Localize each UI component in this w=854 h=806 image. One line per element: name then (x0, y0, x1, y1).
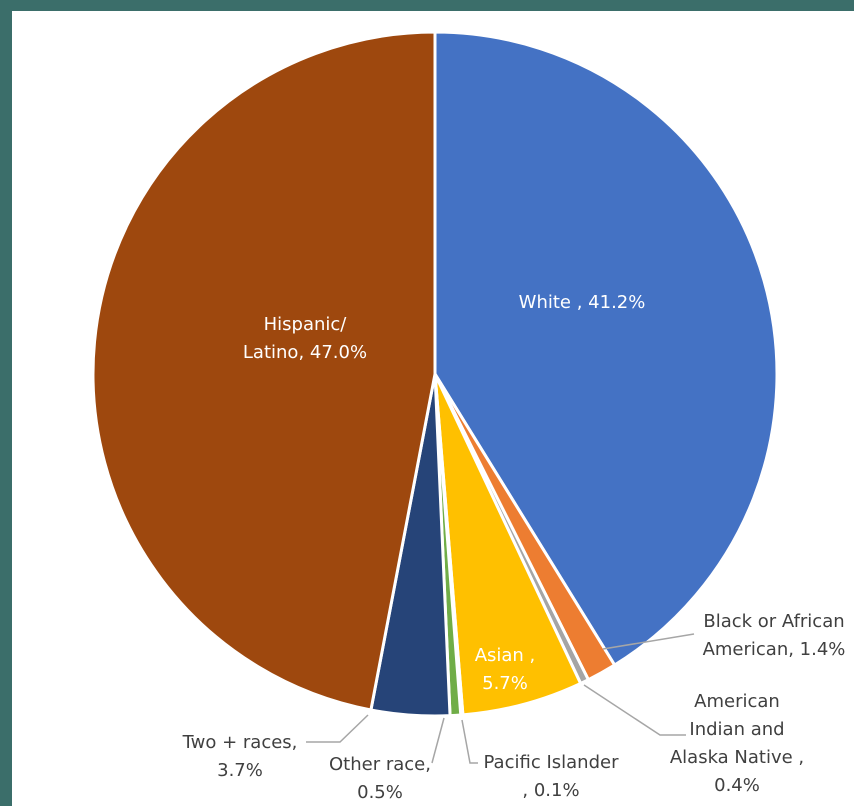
data-label-line: Asian , (475, 645, 536, 666)
data-label-line: , 0.1% (522, 780, 579, 801)
data-label-black-or-african-american: Black or African American, 1.4% (703, 611, 846, 660)
data-label-hispanic-latino: Hispanic/Latino, 47.0% (243, 314, 367, 363)
data-label-line: Two + races, (182, 732, 298, 753)
data-label-line: Hispanic/ (264, 314, 348, 335)
data-label-line: Indian and (689, 719, 784, 740)
data-label-asian: Asian , 5.7% (475, 645, 536, 694)
data-label-line: American, 1.4% (703, 639, 846, 660)
data-label-two-races: Two + races, 3.7% (182, 732, 298, 781)
leader-line (431, 717, 445, 764)
data-label-line: American (694, 691, 780, 712)
data-label-pacific-islander: Pacific Islander , 0.1% (484, 752, 620, 801)
data-label-line: White , 41.2% (519, 292, 646, 313)
data-label-american-indian-and-alaska-native: American Indian and Alaska Native , 0.4% (670, 691, 804, 796)
leader-line (602, 633, 695, 650)
pie-slice-hispanic-latino (91, 30, 437, 712)
data-label-other-race: Other race, 0.5% (329, 754, 431, 803)
data-label-line: Black or African (703, 611, 844, 632)
data-label-white: White , 41.2% (519, 292, 646, 313)
data-label-line: 0.5% (357, 782, 403, 803)
leader-line (306, 714, 369, 743)
data-label-line: 3.7% (217, 760, 263, 781)
leader-line (461, 719, 478, 764)
pie-slice-white (433, 30, 779, 667)
data-label-line: Pacific Islander (484, 752, 620, 773)
data-label-line: 5.7% (482, 673, 528, 694)
leader-line (583, 684, 686, 736)
data-label-line: Latino, 47.0% (243, 342, 367, 363)
data-label-line: Other race, (329, 754, 431, 775)
data-label-line: 0.4% (714, 775, 760, 796)
data-label-line: Alaska Native , (670, 747, 804, 768)
